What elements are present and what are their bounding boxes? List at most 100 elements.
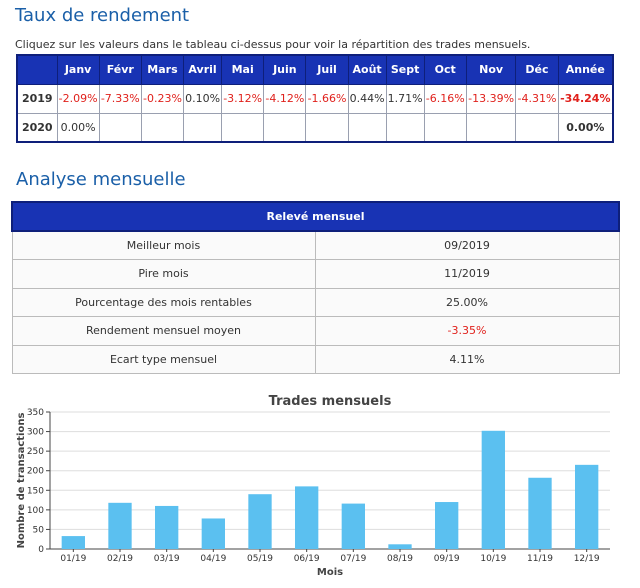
- y-tick-label: 200: [27, 467, 44, 477]
- monthly-trades-chart: Trades mensuels 0 50 100 150 200 250 300 350 01/1…: [16, 394, 610, 578]
- return-cell[interactable]: 0.10%: [183, 83, 223, 114]
- analysis-row: Pourcentage des mois rentables 25.00%: [11, 287, 620, 317]
- bar-09/19: [435, 502, 459, 549]
- returns-header-1: Janv: [56, 54, 100, 85]
- x-tick-label: 07/19: [340, 554, 366, 564]
- returns-header-6: Juin: [263, 54, 307, 85]
- return-cell[interactable]: -7.33%: [98, 83, 142, 114]
- return-cell: [347, 112, 387, 143]
- returns-header-7: Juil: [305, 54, 349, 85]
- returns-header-5: Mai: [221, 54, 265, 85]
- return-cell[interactable]: 0.44%: [347, 83, 387, 114]
- annual-return-cell[interactable]: -34.24%: [557, 83, 614, 114]
- y-axis-label: Nombre de transactions: [16, 413, 27, 549]
- year-label: 2019: [16, 83, 58, 114]
- x-tick-label: 09/19: [434, 554, 460, 564]
- bar-06/19: [295, 486, 319, 549]
- return-cell[interactable]: -3.12%: [221, 83, 265, 114]
- returns-header-13: Année: [557, 54, 614, 85]
- bar-10/19: [481, 430, 505, 549]
- return-cell[interactable]: -13.39%: [465, 83, 517, 114]
- analysis-label: Pourcentage des mois rentables: [11, 287, 316, 317]
- returns-header-3: Mars: [140, 54, 185, 85]
- analysis-value: 4.11%: [314, 344, 620, 374]
- returns-table: Janv Févr Mars Avril Mai Juin Juil Août Sept Oct N…: [16, 54, 614, 143]
- x-axis-label: Mois: [317, 567, 343, 578]
- return-cell: [305, 112, 349, 143]
- annual-return-cell[interactable]: 0.00%: [557, 112, 614, 143]
- x-tick-label: 02/19: [107, 554, 133, 564]
- returns-hint: Cliquez sur les valeurs dans le tableau …: [15, 38, 531, 51]
- x-tick-label: 11/19: [527, 554, 553, 564]
- analysis-label: Ecart type mensuel: [11, 344, 316, 374]
- return-cell[interactable]: -2.09%: [56, 83, 100, 114]
- return-cell[interactable]: -4.12%: [263, 83, 307, 114]
- returns-row-2019: 2019 -2.09% -7.33% -0.23% 0.10% -3.12% -4.12% -…: [16, 83, 614, 114]
- returns-header-11: Nov: [465, 54, 517, 85]
- return-cell[interactable]: -4.31%: [515, 83, 559, 114]
- return-cell: [221, 112, 265, 143]
- bar-03/19: [155, 505, 179, 549]
- return-cell[interactable]: -6.16%: [423, 83, 467, 114]
- analysis-row: Meilleur mois 09/2019: [11, 230, 620, 260]
- returns-header-blank: [16, 54, 58, 85]
- analysis-value: 09/2019: [314, 230, 620, 260]
- analysis-row: Ecart type mensuel 4.11%: [11, 344, 620, 374]
- returns-header-10: Oct: [423, 54, 467, 85]
- return-cell: [263, 112, 307, 143]
- return-cell: [515, 112, 559, 143]
- returns-header-8: Août: [347, 54, 387, 85]
- returns-header-2: Févr: [98, 54, 142, 85]
- analysis-label: Pire mois: [11, 259, 316, 289]
- analysis-row: Rendement mensuel moyen -3.35%: [11, 316, 620, 346]
- return-cell[interactable]: 0.00%: [56, 112, 100, 143]
- bar-08/19: [388, 544, 412, 549]
- analysis-row: Pire mois 11/2019: [11, 259, 620, 289]
- analysis-table-header: Relevé mensuel: [11, 201, 620, 232]
- y-tick-label: 300: [27, 428, 44, 438]
- return-cell: [140, 112, 185, 143]
- return-cell: [98, 112, 142, 143]
- bar-07/19: [341, 503, 365, 549]
- returns-row-2020: 2020 0.00% 0.00%: [16, 112, 614, 143]
- monthly-analysis-table: Relevé mensuel Meilleur mois 09/2019 Pire …: [11, 201, 620, 374]
- x-tick-label: 05/19: [247, 554, 273, 564]
- bar-01/19: [61, 536, 85, 549]
- return-cell: [423, 112, 467, 143]
- y-tick-label: 350: [27, 408, 44, 418]
- analysis-value: 25.00%: [314, 287, 620, 317]
- x-tick-label: 04/19: [200, 554, 226, 564]
- return-cell[interactable]: -1.66%: [305, 83, 349, 114]
- return-cell: [385, 112, 425, 143]
- y-tick-label: 50: [33, 525, 45, 535]
- y-tick-label: 0: [38, 545, 44, 555]
- chart-title: Trades mensuels: [269, 394, 392, 409]
- returns-header-4: Avril: [183, 54, 223, 85]
- year-label: 2020: [16, 112, 58, 143]
- bar-11/19: [528, 477, 552, 549]
- x-tick-label: 01/19: [60, 554, 86, 564]
- returns-header-12: Déc: [515, 54, 559, 85]
- analysis-value: -3.35%: [314, 316, 620, 346]
- analysis-label: Rendement mensuel moyen: [11, 316, 316, 346]
- bar-02/19: [108, 502, 132, 549]
- return-cell[interactable]: -0.23%: [140, 83, 185, 114]
- x-tick-label: 06/19: [294, 554, 320, 564]
- x-tick-label: 12/19: [574, 554, 600, 564]
- returns-header-9: Sept: [385, 54, 425, 85]
- analysis-label: Meilleur mois: [11, 230, 316, 260]
- return-cell: [465, 112, 517, 143]
- x-tick-label: 08/19: [387, 554, 413, 564]
- analysis-title: Analyse mensuelle: [16, 169, 186, 190]
- bar-04/19: [201, 518, 225, 549]
- return-cell: [183, 112, 223, 143]
- return-cell[interactable]: 1.71%: [385, 83, 425, 114]
- y-tick-label: 250: [27, 447, 44, 457]
- analysis-value: 11/2019: [314, 259, 620, 289]
- y-tick-label: 100: [27, 506, 44, 516]
- bar-05/19: [248, 494, 272, 549]
- y-tick-label: 150: [27, 486, 44, 496]
- returns-title: Taux de rendement: [15, 5, 190, 26]
- x-tick-label: 10/19: [480, 554, 506, 564]
- bar-12/19: [575, 464, 599, 549]
